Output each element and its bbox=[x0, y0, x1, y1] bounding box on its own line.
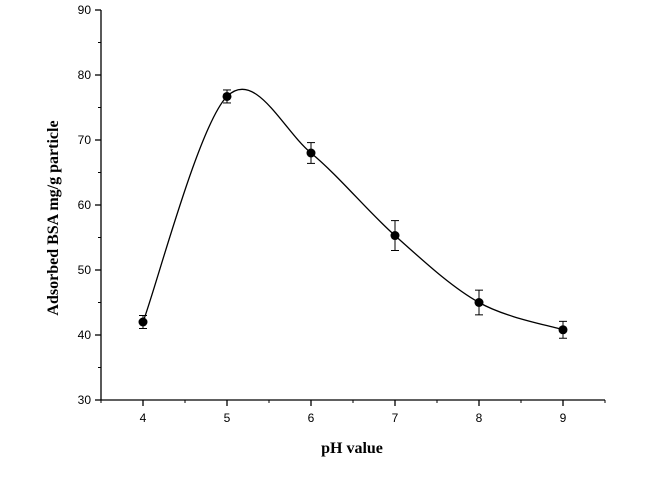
data-points-layer bbox=[138, 89, 568, 339]
x-tick-label: 8 bbox=[476, 411, 483, 425]
y-tick-label: 80 bbox=[78, 68, 92, 82]
data-point bbox=[474, 298, 484, 307]
y-tick-label: 70 bbox=[78, 133, 92, 147]
axes: 30 40 50 60 70 80 90 4 5 6 7 8 9 bbox=[78, 3, 606, 425]
fit-curve bbox=[142, 88, 564, 331]
x-tick-label: 5 bbox=[224, 411, 231, 425]
y-axis-title: Adsorbed BSA mg/g particle bbox=[45, 120, 62, 315]
y-tick-label: 30 bbox=[78, 393, 92, 407]
x-tick-label: 6 bbox=[308, 411, 315, 425]
y-tick-label: 40 bbox=[78, 328, 92, 342]
plot-area: 30 40 50 60 70 80 90 4 5 6 7 8 9 bbox=[78, 3, 606, 425]
data-point bbox=[222, 91, 232, 101]
x-tick-label: 4 bbox=[140, 411, 147, 425]
data-point bbox=[390, 231, 400, 241]
y-tick-label: 90 bbox=[78, 3, 92, 17]
data-point bbox=[558, 325, 568, 335]
data-point bbox=[306, 148, 316, 158]
fit-curve-layer bbox=[142, 88, 564, 331]
y-tick-label: 60 bbox=[78, 198, 92, 212]
y-tick-label: 50 bbox=[78, 263, 92, 277]
x-axis-title: pH value bbox=[321, 440, 383, 457]
x-tick-label: 9 bbox=[560, 411, 567, 425]
x-tick-label: 7 bbox=[392, 411, 399, 425]
data-point bbox=[138, 317, 148, 327]
